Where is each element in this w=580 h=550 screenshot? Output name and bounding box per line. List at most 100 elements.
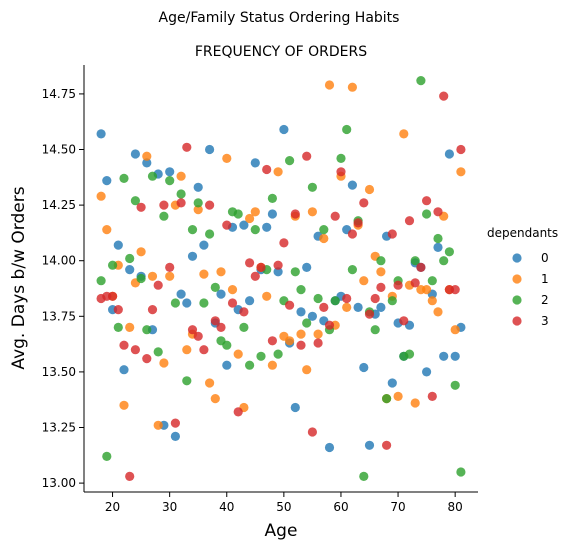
scatter-point: [364, 440, 375, 450]
scatter-point: [433, 207, 443, 217]
scatter-point: [119, 365, 129, 375]
scatter-point: [376, 267, 386, 277]
scatter-point: [233, 407, 243, 417]
scatter-point: [433, 242, 443, 252]
scatter-point: [130, 149, 140, 159]
scatter-point: [222, 340, 232, 350]
scatter-point: [456, 144, 466, 155]
x-tick-label: 60: [333, 500, 348, 514]
legend-label: 1: [541, 272, 549, 286]
scatter-point: [147, 271, 158, 281]
scatter-point: [193, 205, 203, 215]
scatter-point: [427, 391, 437, 401]
scatter-point: [262, 222, 272, 232]
scatter-point: [364, 309, 375, 319]
scatter-point: [113, 305, 123, 315]
scatter-point: [307, 207, 317, 217]
scatter-point: [182, 345, 192, 355]
scatter-point: [96, 129, 106, 139]
scatter-point: [176, 198, 186, 208]
y-tick-label: 14.50: [42, 143, 76, 157]
scatter-point: [136, 247, 146, 257]
scatter-point: [170, 298, 180, 308]
scatter-point: [205, 229, 215, 239]
scatter-point: [444, 247, 454, 257]
scatter-point: [273, 260, 283, 270]
scatter-point: [399, 129, 409, 139]
y-tick-label: 13.25: [42, 421, 76, 435]
scatter-point: [330, 296, 340, 306]
scatter-point: [262, 291, 272, 301]
scatter-point: [250, 207, 260, 217]
legend-label: 3: [541, 314, 549, 328]
scatter-point: [130, 196, 140, 206]
scatter-point: [227, 298, 238, 308]
scatter-point: [359, 198, 369, 208]
x-tick-label: 70: [390, 500, 405, 514]
scatter-point: [370, 293, 380, 304]
scatter-point: [102, 176, 112, 186]
scatter-point: [193, 198, 203, 208]
scatter-point: [342, 124, 352, 135]
scatter-point: [108, 260, 118, 270]
chart-title: FREQUENCY OF ORDERS: [195, 44, 367, 60]
x-axis-label: Age: [265, 521, 298, 541]
legend-label: 0: [541, 251, 549, 265]
scatter-point: [205, 200, 215, 210]
scatter-point: [239, 307, 249, 317]
y-tick-label: 14.00: [42, 254, 76, 268]
scatter-point: [359, 471, 369, 481]
scatter-point: [347, 265, 357, 275]
scatter-point: [399, 316, 409, 326]
scatter-point: [422, 209, 432, 219]
scatter-point: [290, 209, 300, 219]
scatter-point: [439, 256, 449, 266]
scatter-point: [296, 307, 306, 317]
scatter-point: [96, 191, 106, 201]
y-tick-label: 14.75: [42, 87, 76, 101]
figure-suptitle: Age/Family Status Ordering Habits: [159, 10, 400, 26]
scatter-point: [422, 285, 432, 295]
scatter-point: [159, 358, 169, 368]
scatter-point: [444, 149, 454, 159]
scatter-point: [142, 354, 152, 364]
scatter-point: [404, 349, 415, 359]
scatter-point: [273, 267, 283, 277]
scatter-points: [96, 76, 466, 481]
scatter-point: [387, 296, 397, 306]
scatter-point: [245, 258, 255, 268]
scatter-point: [199, 298, 209, 308]
scatter-point: [313, 329, 323, 339]
scatter-point: [165, 167, 175, 177]
scatter-point: [153, 347, 163, 357]
scatter-point: [376, 282, 386, 292]
scatter-point: [267, 360, 277, 370]
scatter-point: [159, 200, 169, 210]
scatter-point: [296, 329, 306, 339]
legend-title: dependants: [487, 226, 558, 240]
scatter-point: [227, 285, 238, 295]
scatter-point: [387, 378, 397, 388]
scatter-point: [199, 240, 209, 250]
legend-label: 2: [541, 293, 549, 307]
scatter-point: [153, 420, 163, 430]
scatter-point: [222, 153, 232, 163]
scatter-point: [313, 338, 323, 348]
scatter-point: [450, 325, 460, 335]
scatter-point: [330, 211, 340, 221]
scatter-point: [182, 298, 192, 308]
scatter-point: [130, 345, 140, 355]
scatter-point: [210, 282, 220, 292]
scatter-point: [416, 76, 426, 86]
scatter-point: [193, 331, 203, 341]
scatter-point: [422, 196, 432, 206]
legend-marker: [512, 274, 522, 284]
scatter-point: [279, 238, 289, 248]
scatter-point: [250, 225, 260, 235]
legend-marker: [512, 316, 522, 326]
scatter-point: [279, 124, 289, 135]
x-tick-label: 20: [105, 500, 120, 514]
legend-items: 0 1 2 3: [512, 251, 549, 328]
scatter-point: [427, 276, 437, 286]
